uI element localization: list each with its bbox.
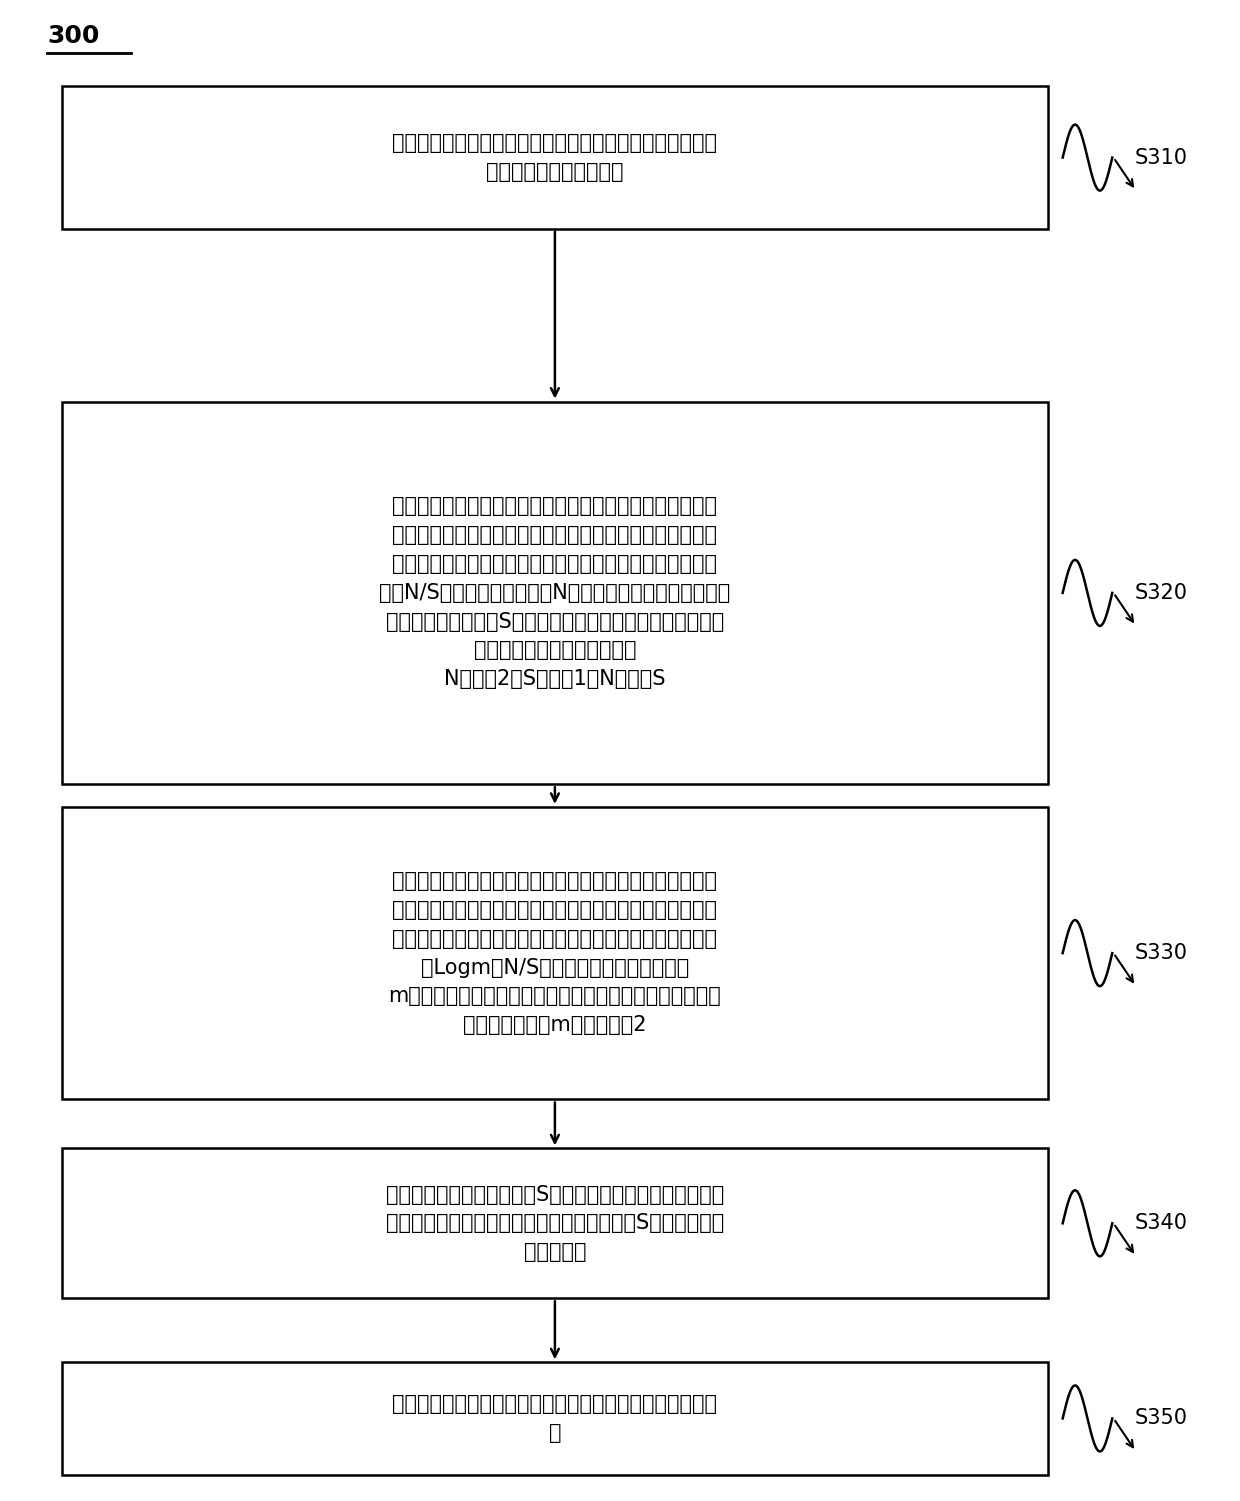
Text: S330: S330 (1135, 943, 1188, 964)
Bar (62, 402, 1048, 784)
Text: S350: S350 (1135, 1408, 1188, 1429)
Text: 300: 300 (47, 24, 99, 48)
Text: 获取与所述第一线程所属的第一存储空间对应的第一位图线
段树，其中，所述内存中包括多个存储空间，每个存储空间
分别采用不同的位图线段树进行管理，所述第一位图线段树: 获取与所述第一线程所属的第一存储空间对应的第一位图线 段树，其中，所述内存中包括… (379, 497, 730, 689)
Bar (62, 1148, 1048, 1298)
Text: S340: S340 (1135, 1213, 1188, 1234)
Text: S310: S310 (1135, 147, 1188, 168)
Text: 在所述第一位图线段树中确定第一叶子节点，其中，所述第
一叶子节点中记录有空闲存储块的信息，所述第一叶子节点
是从所述第一位图线段树的根节点向叶子节点的方向随机查: 在所述第一位图线段树中确定第一叶子节点，其中，所述第 一叶子节点中记录有空闲存储… (388, 871, 722, 1036)
Text: 从所述第一叶子节点管理的S个存储块中选择至少一个空闲存
储块，其中，所述第一叶子节点中记录有所述S个存储块的使
用状态信息: 从所述第一叶子节点管理的S个存储块中选择至少一个空闲存 储块，其中，所述第一叶子… (386, 1184, 724, 1262)
Bar (62, 1363, 1048, 1474)
Text: S320: S320 (1135, 582, 1188, 603)
Text: 将所述第一目标文件的数据存储到所述至少一个空闲存储块
中: 将所述第一目标文件的数据存储到所述至少一个空闲存储块 中 (392, 1394, 718, 1442)
Bar (62, 808, 1048, 1099)
Bar (62, 86, 1048, 228)
Text: 接收第一线程的文件访问请求，所述文件访问请求包括待存
储的第一目标文件的数据: 接收第一线程的文件访问请求，所述文件访问请求包括待存 储的第一目标文件的数据 (392, 134, 718, 182)
